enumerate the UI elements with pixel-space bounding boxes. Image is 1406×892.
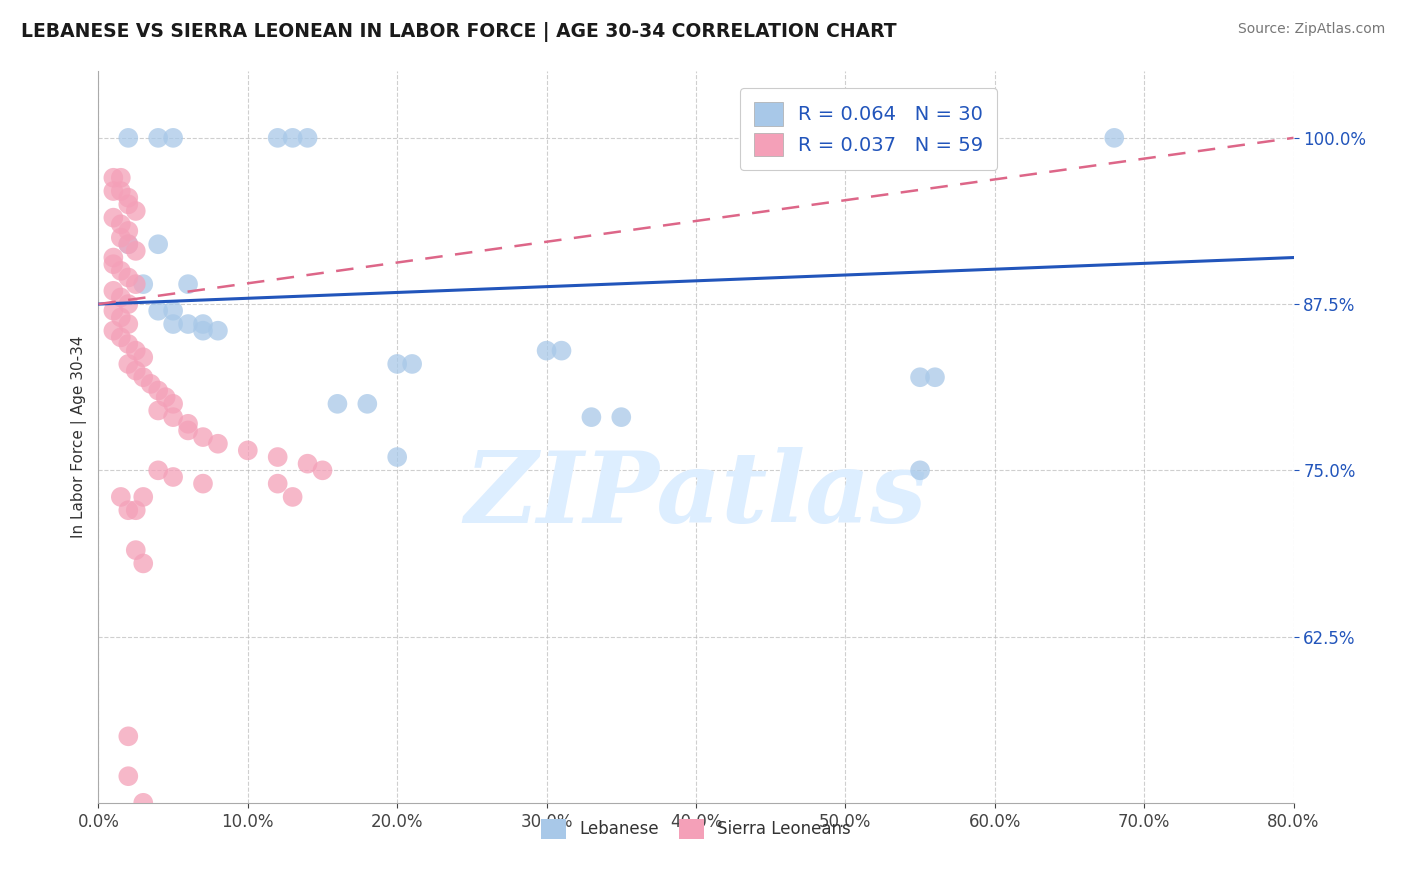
Point [207,324,229,338]
Point [326,397,349,411]
Point [110,170,132,185]
Point [110,217,132,231]
Point [132,557,155,571]
Point [117,191,139,205]
Point [162,470,184,484]
Point [191,476,214,491]
Legend: Lebanese, Sierra Leoneans: Lebanese, Sierra Leoneans [534,812,858,846]
Point [924,370,946,384]
Point [103,211,125,225]
Point [207,436,229,450]
Point [267,476,290,491]
Point [117,197,139,211]
Point [132,796,155,810]
Text: LEBANESE VS SIERRA LEONEAN IN LABOR FORCE | AGE 30-34 CORRELATION CHART: LEBANESE VS SIERRA LEONEAN IN LABOR FORC… [21,22,897,42]
Point [281,131,304,145]
Point [908,463,931,477]
Point [148,403,170,417]
Point [148,463,170,477]
Point [297,457,319,471]
Point [125,363,148,377]
Point [117,297,139,311]
Point [236,443,259,458]
Point [117,337,139,351]
Point [110,264,132,278]
Point [267,131,290,145]
Point [117,503,139,517]
Point [117,237,139,252]
Point [356,397,378,411]
Point [132,490,155,504]
Point [110,184,132,198]
Point [162,397,184,411]
Point [125,503,148,517]
Y-axis label: In Labor Force | Age 30-34: In Labor Force | Age 30-34 [72,335,87,539]
Point [177,417,200,431]
Point [191,324,214,338]
Point [162,131,184,145]
Point [110,310,132,325]
Point [103,303,125,318]
Point [132,351,155,365]
Point [110,290,132,304]
Point [385,357,409,371]
Point [908,370,931,384]
Point [281,490,304,504]
Point [155,390,177,404]
Point [401,357,423,371]
Text: ZIPatlas: ZIPatlas [465,448,927,544]
Point [191,317,214,331]
Point [148,131,170,145]
Point [139,376,162,391]
Point [311,463,333,477]
Point [148,237,170,252]
Point [148,303,170,318]
Point [125,277,148,292]
Point [103,184,125,198]
Point [610,410,633,425]
Point [550,343,572,358]
Point [117,729,139,743]
Point [117,224,139,238]
Point [177,317,200,331]
Point [177,277,200,292]
Point [117,270,139,285]
Point [117,131,139,145]
Point [125,343,148,358]
Point [132,370,155,384]
Point [110,230,132,244]
Point [125,204,148,219]
Point [117,237,139,252]
Point [177,424,200,438]
Point [536,343,558,358]
Point [132,277,155,292]
Point [103,170,125,185]
Point [1104,131,1126,145]
Point [103,257,125,271]
Point [191,430,214,444]
Point [117,357,139,371]
Point [297,131,319,145]
Point [117,769,139,783]
Point [103,251,125,265]
Point [110,490,132,504]
Point [385,450,409,464]
Point [162,410,184,425]
Point [117,317,139,331]
Text: Source: ZipAtlas.com: Source: ZipAtlas.com [1237,22,1385,37]
Point [267,450,290,464]
Point [125,543,148,558]
Point [162,317,184,331]
Point [581,410,603,425]
Point [162,303,184,318]
Point [125,244,148,258]
Point [148,384,170,398]
Point [103,284,125,298]
Point [110,330,132,344]
Point [103,324,125,338]
